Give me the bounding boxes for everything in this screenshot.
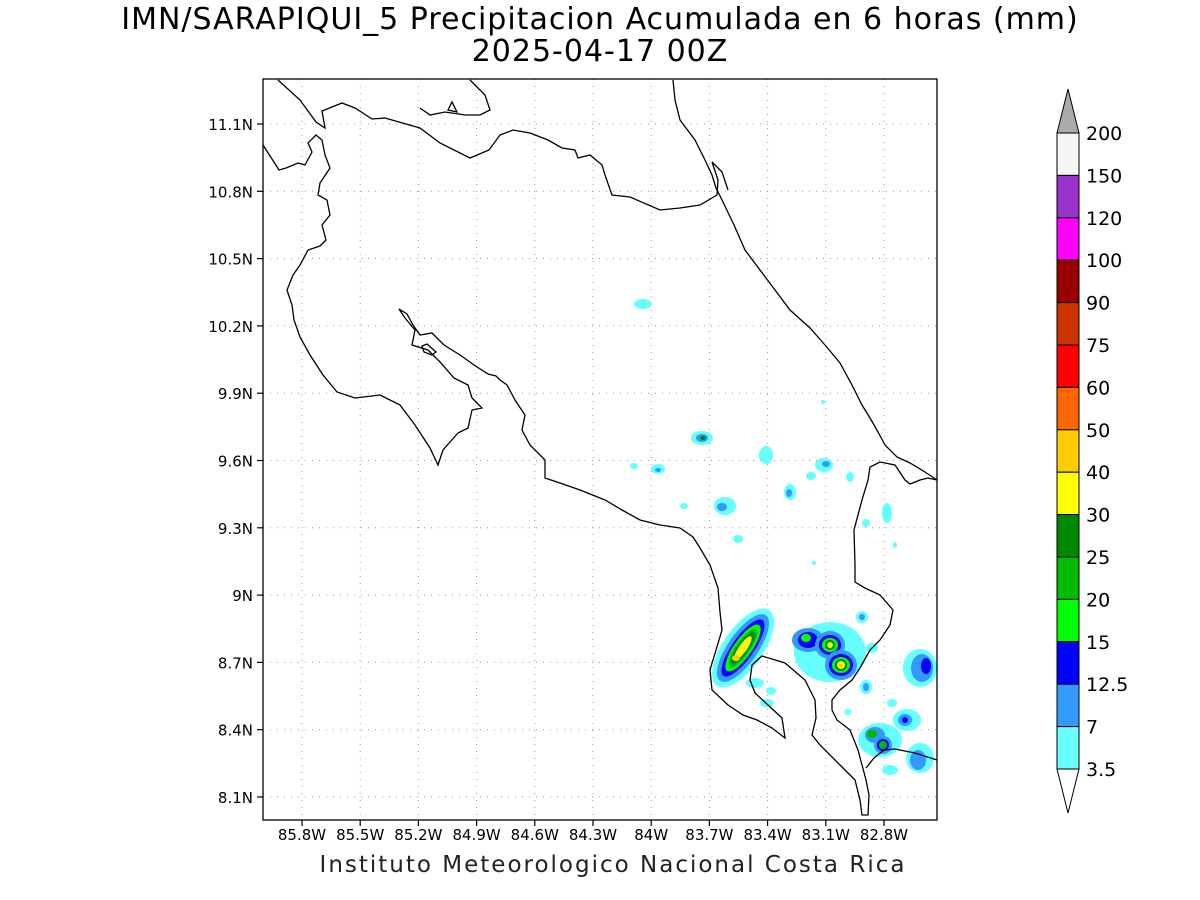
legend-color-box [1056, 174, 1080, 219]
nicaragua-border [277, 79, 729, 211]
legend-level-label: 100 [1086, 250, 1122, 272]
map-subtitle-date: 2025-04-17 00Z [471, 34, 729, 69]
legend-color-box [1056, 683, 1080, 728]
lat-tick-label: 9.6N [218, 453, 253, 471]
longitude-axis: 85.8W 85.5W 85.2W 84.9W 84.6W 84.3W 84W 83.7W 83… [278, 820, 908, 844]
precipitation-field [630, 299, 937, 775]
legend-level-label: 7 [1086, 717, 1098, 739]
legend-color-box [1056, 259, 1080, 304]
precip-cell [786, 489, 792, 497]
precip-cell [630, 463, 638, 469]
precip-cell [821, 400, 825, 404]
precip-cell [806, 472, 816, 480]
precip-cell [862, 519, 870, 527]
legend-color-box [1056, 429, 1080, 473]
legend-color-box [1056, 514, 1080, 558]
lat-tick-label: 8.4N [218, 722, 253, 740]
lake-shore [419, 79, 491, 116]
map-title: IMN/SARAPIQUI_5 Precipitacion Acumulada … [121, 2, 1079, 37]
legend-level-label: 40 [1086, 462, 1110, 484]
lat-tick-label: 10.8N [208, 183, 253, 201]
legend-color-box [1056, 641, 1080, 685]
legend-level-label: 25 [1086, 547, 1110, 569]
legend-color-box [1056, 598, 1080, 643]
precip-cell [846, 472, 854, 482]
lon-tick-label: 83.7W [685, 826, 733, 844]
lat-tick-label: 9.9N [218, 385, 253, 403]
legend-color-box [1056, 386, 1080, 431]
caribbean-coast [672, 79, 938, 481]
pacific-coast-north [262, 134, 938, 816]
legend-level-label: 50 [1086, 420, 1110, 442]
lon-tick-label: 85.2W [394, 826, 442, 844]
color-legend: 200 150 120 100 90 75 60 50 40 30 25 20 15 12.5 7 3.5 [1056, 88, 1128, 814]
legend-color-box [1056, 302, 1080, 346]
legend-level-label: 15 [1086, 632, 1110, 654]
lat-tick-label: 8.7N [218, 654, 253, 672]
legend-level-label: 30 [1086, 505, 1110, 527]
grid-lines [263, 79, 937, 820]
nicoya-island [421, 343, 438, 356]
lat-tick-label: 9N [232, 587, 253, 605]
panama-border [865, 748, 938, 769]
lon-tick-label: 82.8W [860, 826, 908, 844]
lon-tick-label: 84.3W [569, 826, 617, 844]
legend-level-label: 150 [1086, 165, 1122, 187]
legend-color-box [1056, 217, 1080, 261]
legend-color-box [1056, 132, 1080, 176]
precip-cell [893, 542, 897, 548]
legend-color-box [1056, 726, 1080, 770]
legend-color-box [1056, 471, 1080, 516]
lon-tick-label: 83.4W [743, 826, 791, 844]
lon-tick-label: 84.9W [452, 826, 500, 844]
precip-cell [759, 446, 773, 464]
lon-tick-label: 84W [634, 826, 668, 844]
legend-level-label: 75 [1086, 335, 1110, 357]
coastline [262, 79, 938, 816]
precip-cell [700, 436, 706, 440]
precip-cell [882, 503, 892, 523]
lon-tick-label: 85.8W [278, 826, 326, 844]
legend-top-arrow [1056, 88, 1080, 134]
lon-tick-label: 83.1W [802, 826, 850, 844]
lon-tick-label: 85.5W [336, 826, 384, 844]
precip-cell [733, 535, 743, 543]
lat-tick-label: 10.5N [208, 251, 253, 269]
precip-cell [655, 468, 661, 472]
legend-level-label: 3.5 [1086, 759, 1116, 781]
lat-tick-label: 9.3N [218, 520, 253, 538]
lon-tick-label: 84.6W [511, 826, 559, 844]
lat-tick-label: 11.1N [208, 116, 253, 134]
precip-cell [812, 561, 816, 565]
legend-level-label: 120 [1086, 208, 1122, 230]
legend-level-label: 90 [1086, 293, 1110, 315]
latitude-axis: 11.1N 10.8N 10.5N 10.2N 9.9N 9.6N 9.3N 9N 8.7N 8.… [208, 116, 263, 807]
precip-cell [634, 299, 652, 309]
legend-level-label: 60 [1086, 377, 1110, 399]
island-icon [447, 100, 459, 113]
precip-cell-heavy [711, 608, 775, 688]
legend-level-label: 200 [1086, 123, 1122, 145]
credit-text: Instituto Meteorologico Nacional Costa R… [319, 852, 907, 878]
legend-level-label: 12.5 [1086, 674, 1128, 696]
legend-bottom-arrow [1056, 768, 1080, 814]
legend-color-box [1056, 344, 1080, 388]
precip-cell [680, 503, 688, 509]
map-frame [262, 78, 938, 821]
legend-level-label: 20 [1086, 589, 1110, 611]
lat-tick-label: 8.1N [218, 789, 253, 807]
lat-tick-label: 10.2N [208, 318, 253, 336]
precip-cell [717, 503, 727, 511]
legend-color-box [1056, 556, 1080, 600]
precip-cell [822, 461, 830, 467]
